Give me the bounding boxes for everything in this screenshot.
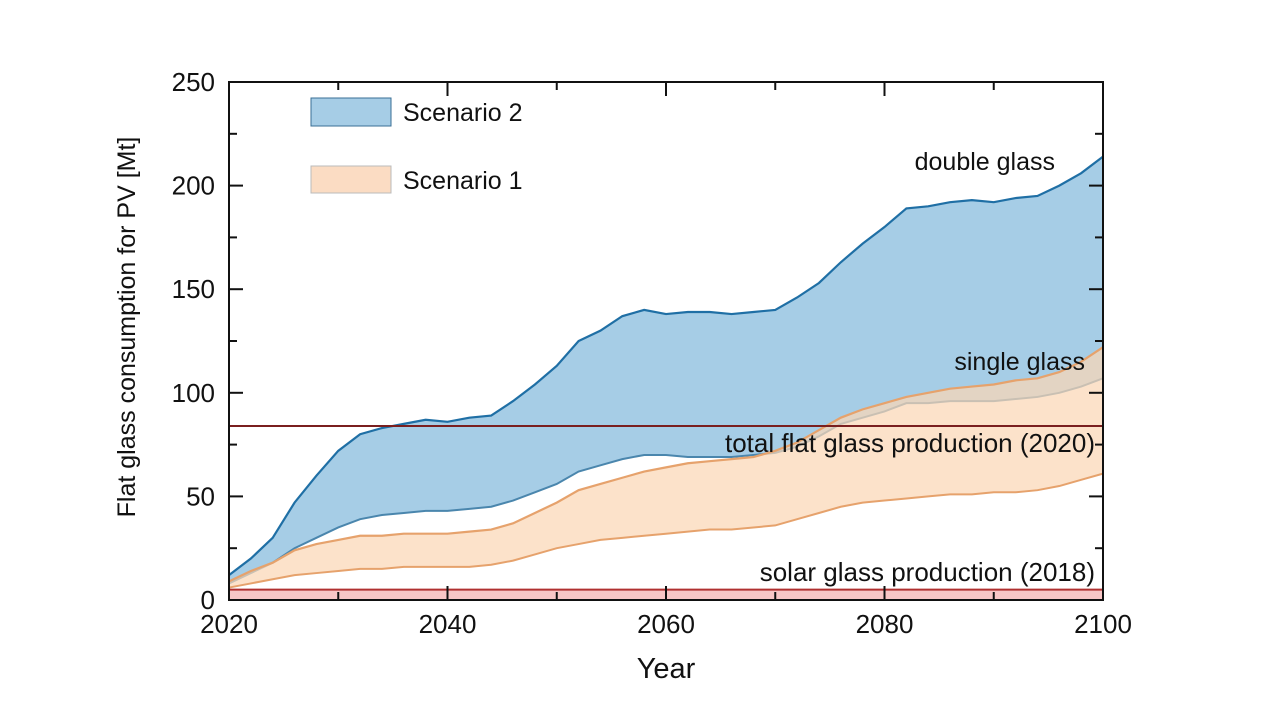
upper-line-scenario-2 — [228, 155, 1104, 577]
y-tick-label: 0 — [201, 585, 215, 615]
y-tick-label: 50 — [186, 481, 215, 511]
label-solar-glass: solar glass production (2018) — [760, 557, 1095, 587]
y-axis-label: Flat glass consumption for PV [Mt] — [113, 137, 141, 518]
plot-area — [228, 155, 1104, 600]
upper-line-scenario-1 — [228, 346, 1104, 583]
y-tick-label: 150 — [172, 274, 215, 304]
annotation-single-glass: single glass — [954, 348, 1085, 376]
x-tick-label: 2040 — [419, 609, 477, 639]
y-tick-label: 100 — [172, 378, 215, 408]
legend-swatch-scenario-2 — [310, 97, 392, 127]
label-total-flat-glass: total flat glass production (2020) — [725, 428, 1095, 458]
legend: Scenario 2 Scenario 1 — [310, 97, 523, 195]
band-scenario-2 — [229, 156, 1103, 584]
x-tick-label: 2020 — [200, 609, 258, 639]
axes: 0 50 100 150 200 250 2020 2040 2060 2080 2100 — [172, 67, 1132, 639]
legend-label-scenario-2: Scenario 2 — [403, 99, 523, 127]
x-tick-label: 2060 — [637, 609, 695, 639]
y-tick-label: 200 — [172, 171, 215, 201]
x-tick-label: 2100 — [1074, 609, 1132, 639]
annotation-double-glass: double glass — [915, 148, 1055, 176]
legend-swatch-scenario-1 — [310, 165, 392, 194]
lower-line-scenario-1 — [228, 472, 1104, 589]
legend-label-scenario-1: Scenario 1 — [403, 167, 523, 195]
x-tick-label: 2080 — [856, 609, 914, 639]
x-axis-label: Year — [637, 653, 696, 685]
y-tick-label: 250 — [172, 67, 215, 97]
